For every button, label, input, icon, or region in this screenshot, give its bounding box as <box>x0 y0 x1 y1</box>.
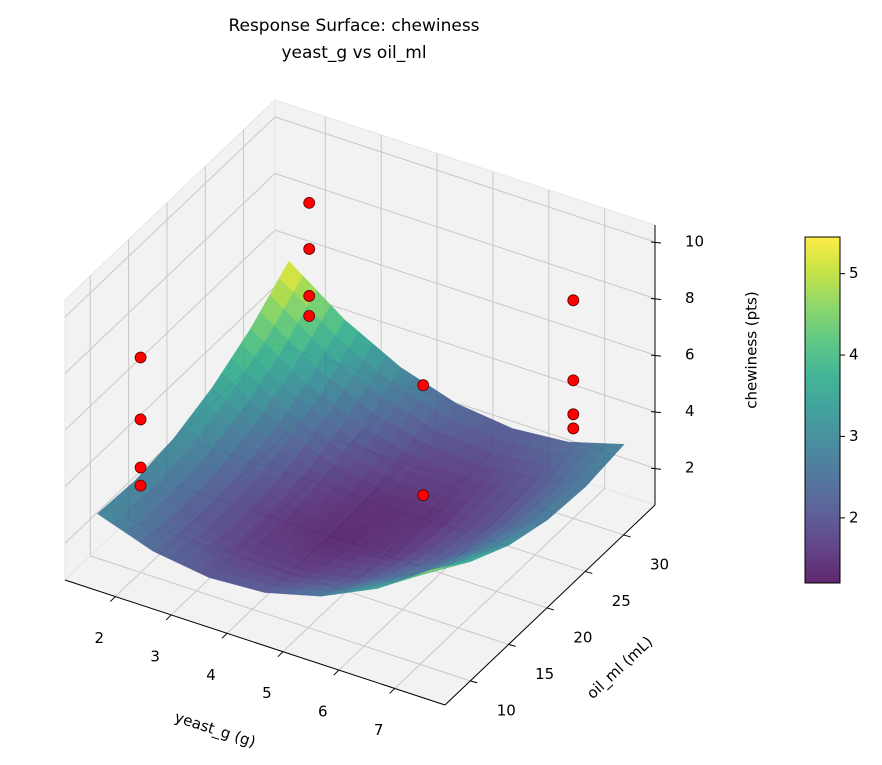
y-tick-label: 30 <box>650 555 669 573</box>
grid-line <box>64 286 276 488</box>
z-tick-label: 10 <box>685 232 704 250</box>
y-tick-label: 20 <box>573 628 592 646</box>
x-tick-label: 2 <box>95 629 105 647</box>
x-tick <box>389 688 396 694</box>
x-tick <box>333 669 340 676</box>
data-point <box>134 351 147 364</box>
y-tick <box>623 534 631 538</box>
grid-line <box>274 286 656 413</box>
z-tick <box>650 298 662 301</box>
y-tick-label: 25 <box>612 592 631 610</box>
data-point <box>567 374 580 387</box>
x-tick-label: 4 <box>206 666 216 684</box>
y-tick <box>508 643 516 647</box>
grid-line <box>274 229 656 356</box>
data-point <box>567 294 580 307</box>
z-tick <box>650 354 662 357</box>
z-tick-label: 4 <box>685 402 695 420</box>
colorbar-tick-label: 5 <box>849 264 859 282</box>
data-point <box>303 290 316 302</box>
x-tick-label: 7 <box>374 721 384 739</box>
data-point <box>134 479 147 492</box>
z-tick-label: 6 <box>685 346 695 364</box>
x-tick-label: 3 <box>150 647 160 665</box>
grid-line <box>64 229 276 431</box>
axis-line <box>64 579 446 706</box>
colorbar-tick-label: 4 <box>849 346 859 364</box>
colorbar-tick-label: 2 <box>849 508 859 526</box>
grid-line <box>274 173 656 300</box>
z-axis-label: chewiness (pts) <box>743 291 761 408</box>
surface <box>96 260 625 597</box>
z-tick-label: 8 <box>685 289 695 307</box>
y-tick <box>585 570 593 574</box>
grid-line <box>274 116 656 243</box>
grid-line <box>394 488 606 689</box>
grid-line <box>64 173 276 374</box>
x-tick <box>109 596 116 602</box>
grid-line <box>64 116 276 318</box>
chart-title: Response Surface: chewiness <box>228 16 479 36</box>
y-tick-label: 15 <box>535 665 554 683</box>
y-tick <box>470 680 478 684</box>
z-tick <box>650 241 662 244</box>
data-point <box>134 413 147 426</box>
data-point <box>567 422 580 435</box>
colorbar-tick-label: 3 <box>849 427 859 445</box>
data-point <box>417 379 430 392</box>
chart-subtitle: yeast_g vs oil_ml <box>281 43 426 63</box>
x-tick <box>277 651 284 658</box>
grid-line <box>90 555 471 682</box>
x-axis-label: yeast_g (g) <box>172 708 258 752</box>
x-tick-label: 6 <box>318 703 328 721</box>
y-axis-label: oil_ml (mL) <box>583 633 657 704</box>
x-tick <box>221 632 228 639</box>
x-tick <box>165 614 172 621</box>
y-tick-label: 10 <box>497 701 516 719</box>
z-tick-label: 2 <box>685 459 695 477</box>
data-point <box>303 310 316 322</box>
z-tick <box>650 411 662 414</box>
data-point <box>303 243 316 255</box>
data-point <box>134 461 147 474</box>
axis-line <box>444 504 656 706</box>
x-tick-label: 5 <box>262 684 272 702</box>
colorbar <box>804 236 841 584</box>
data-point <box>417 489 430 502</box>
surface-patch <box>418 567 443 575</box>
data-point <box>567 408 580 421</box>
y-tick <box>546 607 555 611</box>
data-point <box>303 196 316 209</box>
z-tick <box>650 467 662 470</box>
